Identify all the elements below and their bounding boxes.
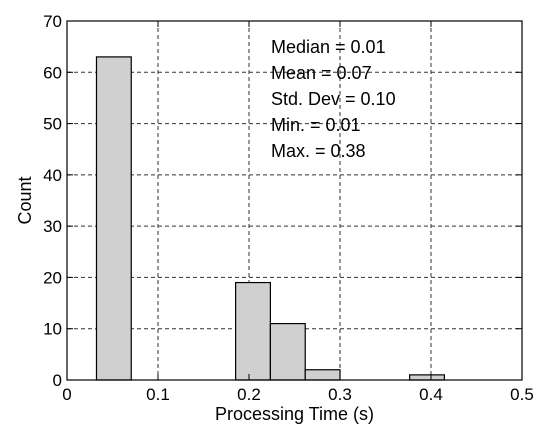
stat-line: Std. Dev = 0.10 (271, 89, 396, 109)
y-tick-label: 0 (53, 371, 62, 390)
y-tick-label: 40 (43, 166, 62, 185)
x-tick-label: 0.4 (419, 385, 443, 404)
x-tick-label: 0.1 (146, 385, 170, 404)
x-axis-label: Processing Time (s) (215, 404, 374, 424)
stat-line: Median = 0.01 (271, 37, 386, 57)
stat-line: Max. = 0.38 (271, 141, 366, 161)
grid (67, 21, 522, 380)
histogram-bar (235, 281, 271, 381)
ticks (66, 20, 523, 381)
histogram-bar (269, 322, 306, 381)
histogram-bar (95, 56, 132, 381)
plot-frame (66, 20, 523, 381)
x-tick-labels: 0 0.1 0.2 0.3 0.4 0.5 (62, 385, 534, 404)
y-tick-label: 30 (43, 217, 62, 236)
y-tick-label: 60 (43, 63, 62, 82)
y-tick-labels: 0 10 20 30 40 50 60 70 (43, 12, 62, 390)
y-tick-label: 20 (43, 268, 62, 287)
histogram-bar (409, 374, 445, 381)
stat-line: Min. = 0.01 (271, 115, 361, 135)
histogram-bar (304, 369, 341, 381)
x-tick-label: 0.3 (328, 385, 352, 404)
statistics-annotation: Median = 0.01 Mean = 0.07 Std. Dev = 0.10 M… (271, 37, 396, 161)
y-tick-label: 50 (43, 115, 62, 134)
x-tick-label: 0 (62, 385, 71, 404)
x-tick-label: 0.2 (237, 385, 261, 404)
y-tick-label: 10 (43, 320, 62, 339)
y-tick-label: 70 (43, 12, 62, 31)
x-tick-label: 0.5 (510, 385, 534, 404)
y-axis-label: Count (15, 176, 35, 224)
stat-line: Mean = 0.07 (271, 63, 372, 83)
